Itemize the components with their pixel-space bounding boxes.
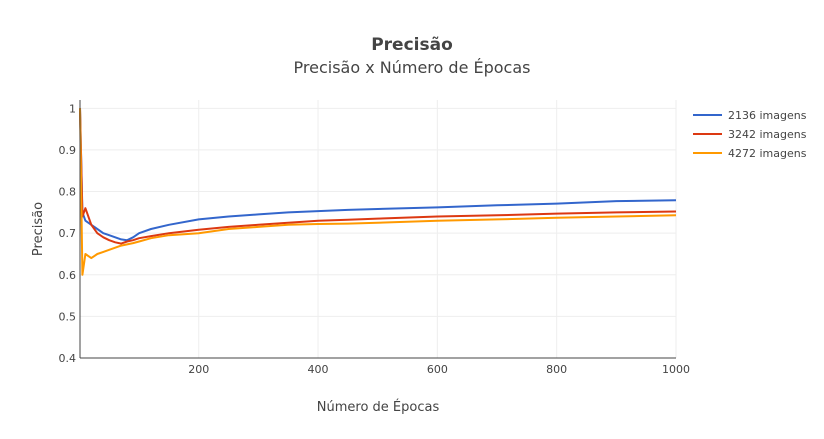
y-tick-label: 0.9 — [59, 144, 77, 157]
y-tick-label: 0.8 — [59, 186, 77, 199]
y-tick-label: 0.4 — [59, 352, 77, 365]
y-axis-title: Precisão — [31, 202, 46, 256]
y-tick-label: 0.5 — [59, 310, 77, 323]
legend-item-1[interactable]: 2136 imagens — [693, 109, 807, 122]
chart-title: Precisão — [371, 35, 453, 55]
x-tick-label: 600 — [427, 363, 448, 376]
x-tick-label: 800 — [546, 363, 567, 376]
gridlines — [80, 100, 677, 359]
series-line-3 — [79, 108, 677, 276]
series-line-2 — [79, 108, 677, 245]
x-tick-label: 400 — [308, 363, 329, 376]
x-axis-title: Número de Épocas — [317, 399, 440, 415]
chart-subtitle: Precisão x Número de Épocas — [294, 58, 531, 77]
y-tick-label: 1 — [69, 102, 76, 115]
legend-label: 3242 imagens — [728, 128, 807, 141]
y-axis-ticks: 0.4 0.5 0.6 0.7 0.8 0.9 1 — [59, 102, 77, 365]
x-axis-ticks: 200 400 600 800 1000 — [188, 363, 690, 376]
series-line-1 — [79, 108, 677, 242]
y-tick-label: 0.6 — [59, 269, 77, 282]
legend-item-3[interactable]: 4272 imagens — [693, 147, 807, 160]
axes — [79, 100, 676, 359]
legend-label: 2136 imagens — [728, 109, 807, 122]
x-tick-label: 200 — [188, 363, 209, 376]
legend[interactable]: 2136 imagens 3242 imagens 4272 imagens — [693, 109, 807, 160]
plot-series — [79, 108, 677, 276]
y-tick-label: 0.7 — [59, 227, 77, 240]
legend-item-2[interactable]: 3242 imagens — [693, 128, 807, 141]
x-tick-label: 1000 — [662, 363, 690, 376]
legend-label: 4272 imagens — [728, 147, 807, 160]
